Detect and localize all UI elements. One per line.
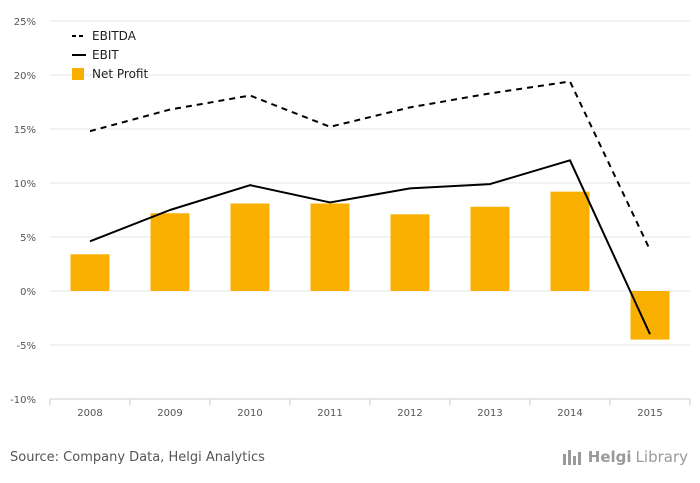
bar-net-profit [230, 203, 270, 291]
bars-layer [70, 191, 670, 340]
bar-net-profit [390, 214, 430, 291]
bar-net-profit [70, 254, 110, 291]
y-tick-label: -5% [17, 341, 36, 352]
legend: EBITDA EBIT Net Profit [72, 29, 148, 81]
y-tick-label: 25% [14, 17, 36, 28]
x-tick-label: 2008 [77, 408, 102, 419]
line-ebit [89, 159, 651, 335]
legend-swatch-net-profit [72, 68, 84, 80]
brand-logo[interactable]: Helgi Library [562, 448, 688, 466]
axis-layer: 25% 20% 15% 10% 5% 0% -5% -10% 2008 2009 2010 2011 2… [10, 17, 691, 419]
helgi-library-logo-icon [562, 450, 581, 465]
x-tick-label: 2009 [157, 408, 182, 419]
source-note: Source: Company Data, Helgi Analytics [10, 450, 265, 465]
y-tick-label: 5% [20, 233, 36, 244]
bar-net-profit [630, 291, 670, 340]
x-tick-label: 2010 [237, 408, 262, 419]
legend-label-ebitda: EBITDA [92, 29, 137, 43]
x-tick-label: 2014 [557, 408, 582, 419]
bar-net-profit [310, 203, 350, 291]
brand-name-part1: Helgi [587, 448, 632, 466]
legend-label-ebit: EBIT [92, 48, 119, 62]
y-tick-label: 20% [14, 71, 36, 82]
x-tick-label: 2015 [637, 408, 662, 419]
x-tick-label: 2012 [397, 408, 422, 419]
legend-label-net-profit: Net Profit [92, 67, 148, 81]
x-tick-label: 2011 [317, 408, 342, 419]
y-tick-label: -10% [10, 395, 36, 406]
y-tick-label: 15% [14, 125, 36, 136]
bar-net-profit [470, 206, 510, 291]
bar-net-profit [550, 191, 590, 291]
bar-net-profit [150, 213, 190, 291]
y-tick-label: 10% [14, 179, 36, 190]
x-tick-label: 2013 [477, 408, 502, 419]
lines-layer [89, 80, 651, 335]
brand-name-part2: Library [635, 448, 688, 466]
y-tick-label: 0% [20, 287, 36, 298]
line-ebitda [89, 80, 651, 251]
